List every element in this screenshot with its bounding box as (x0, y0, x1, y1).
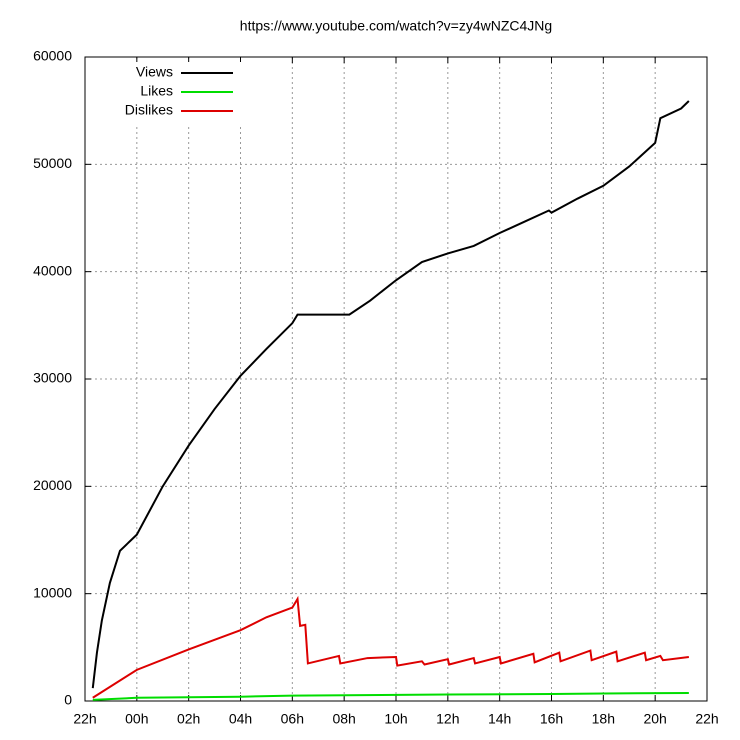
y-tick-label: 30000 (33, 370, 72, 386)
x-tick-label: 04h (229, 711, 252, 727)
x-tick-label: 16h (540, 711, 563, 727)
x-tick-label: 06h (281, 711, 304, 727)
y-tick-label: 40000 (33, 262, 72, 278)
series-line (92, 691, 689, 701)
x-tick-label: 22h (695, 711, 718, 727)
y-tick-label: 10000 (33, 584, 72, 600)
legend-label: Dislikes (125, 102, 173, 118)
x-tick-label: 14h (488, 711, 511, 727)
series-line (91, 100, 690, 689)
x-tick-label: 10h (384, 711, 407, 727)
legend-label: Likes (140, 83, 173, 99)
plot-border (84, 56, 708, 702)
y-tick-label: 0 (64, 692, 72, 708)
y-tick-label: 60000 (33, 48, 72, 64)
y-tick-label: 50000 (33, 155, 72, 171)
series-line (92, 595, 689, 699)
chart-title: https://www.youtube.com/watch?v=zy4wNZC4… (240, 18, 552, 34)
x-tick-label: 12h (436, 711, 459, 727)
y-tick-label: 20000 (33, 477, 72, 493)
x-tick-label: 20h (643, 711, 666, 727)
x-tick-label: 18h (592, 711, 615, 727)
x-tick-label: 08h (332, 711, 355, 727)
x-tick-label: 00h (125, 711, 148, 727)
x-tick-label: 02h (177, 711, 200, 727)
legend-label: Views (136, 64, 173, 80)
x-tick-label: 22h (73, 711, 96, 727)
